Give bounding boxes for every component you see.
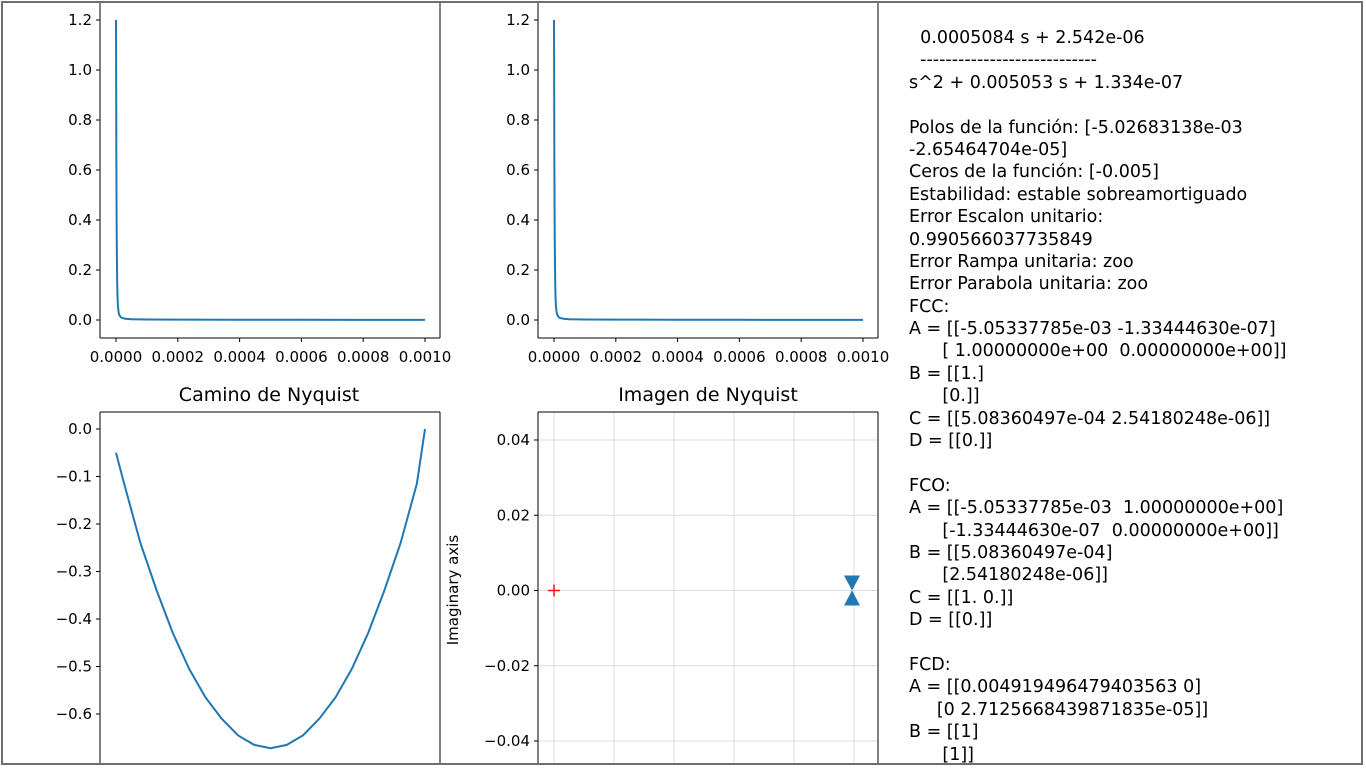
info-blank-line	[909, 632, 1359, 654]
x-tick-label: 0.0010	[837, 348, 890, 366]
x-tick-label: 0.0004	[213, 348, 266, 366]
y-tick-label: −0.3	[56, 563, 92, 581]
y-tick-label: 0.2	[506, 261, 530, 279]
x-tick-label: 0.0002	[152, 348, 205, 366]
info-line: B = [[1.]	[909, 363, 984, 384]
info-line: ----------------------------	[909, 50, 1097, 71]
step-response-line	[115, 19, 426, 321]
y-tick-label: 0.8	[506, 111, 530, 129]
info-line: FCC:	[909, 296, 950, 317]
y-tick-label: 0.04	[497, 431, 530, 449]
info-blank-line	[909, 452, 1359, 474]
x-tick-label: 0.0010	[399, 348, 452, 366]
y-tick-label: −0.1	[56, 468, 92, 486]
info-line: [-1.33444630e-07 0.00000000e+00]]	[909, 520, 1279, 541]
data-markers	[548, 575, 860, 606]
info-line: 0.990566037735849	[909, 229, 1093, 250]
x-tick-label: 0.0002	[590, 348, 643, 366]
y-tick-label: 0.4	[506, 211, 530, 229]
y-tick-label: 0.6	[506, 161, 530, 179]
info-line: A = [[-5.05337785e-03 -1.33444630e-07]	[909, 319, 1276, 340]
y-tick-label: 0.8	[68, 111, 92, 129]
y-tick-label: 0.4	[68, 211, 92, 229]
y-tick-label: 1.0	[506, 61, 530, 79]
x-tick-label: 0.0006	[275, 348, 328, 366]
y-tick-label: −0.5	[56, 658, 92, 676]
info-line: C = [[1. 0.]]	[909, 587, 1014, 608]
info-line: Error Parabola unitaria: zoo	[909, 274, 1149, 295]
x-tick-label: 0.0008	[337, 348, 390, 366]
direction-arrow-markers	[844, 575, 860, 606]
info-line: FCD:	[909, 654, 951, 675]
y-tick-label: 0.0	[68, 420, 92, 438]
plot-title: Camino de Nyquist	[179, 384, 359, 406]
info-line: Error Escalon unitario:	[909, 207, 1104, 228]
x-tick-label: 0.0004	[651, 348, 704, 366]
info-blank-line	[909, 94, 1359, 116]
y-tick-label: 1.2	[506, 11, 530, 29]
y-tick-label: 0.02	[497, 506, 530, 524]
step-response-line	[553, 19, 864, 321]
info-line: [2.54180248e-06]]	[909, 565, 1108, 586]
info-line: D = [[0.]]	[909, 610, 993, 631]
info-line: FCO:	[909, 475, 951, 496]
y-tick-label: 0.6	[68, 161, 92, 179]
y-tick-label: −0.04	[484, 732, 530, 750]
x-tick-labels: 0.0000 0.0002 0.0004 0.0006 0.0008 0.0010	[528, 338, 890, 366]
info-line: [0 2.7125668439871835e-05]]	[909, 699, 1209, 720]
origin-plus-marker	[548, 584, 560, 597]
plots-canvas: 1.2 1.0 0.8 0.6 0.4 0.2 0.0 0.0000 0.0002 0.0004…	[56, 3, 889, 763]
info-line: Estabilidad: estable sobreamortiguado	[909, 184, 1248, 205]
info-line: D = [[0.]]	[909, 431, 993, 452]
info-line: [0.]]	[909, 386, 980, 407]
info-line: Ceros de la función: [-0.005]	[909, 162, 1159, 183]
info-line: B = [[5.08360497e-04]	[909, 542, 1113, 563]
system-info-text: 0.0005084 s + 2.542e-06 ----------------…	[909, 27, 1359, 765]
y-tick-labels: 1.2 1.0 0.8 0.6 0.4 0.2 0.0	[506, 11, 538, 329]
y-tick-labels: 0.0 −0.1 −0.2 −0.3 −0.4 −0.5 −0.6	[56, 420, 100, 723]
y-tick-label: −0.2	[56, 515, 92, 533]
nyquist-image-plot: Imagen de Nyquist Imaginary axis 0.040.0…	[444, 384, 879, 763]
y-tick-label: −0.02	[484, 657, 530, 675]
y-tick-label: 0.0	[506, 311, 530, 329]
y-axis-label: Imaginary axis	[444, 535, 462, 646]
y-tick-label: 1.2	[68, 11, 92, 29]
info-line: s^2 + 0.005053 s + 1.334e-07	[909, 72, 1184, 93]
y-tick-labels: 0.04 0.02 0.00 −0.02 −0.04	[484, 431, 538, 750]
info-line: Polos de la función: [-5.02683138e-03	[909, 117, 1243, 138]
y-tick-label: 0.0	[68, 311, 92, 329]
x-tick-label: 0.0008	[775, 348, 828, 366]
x-tick-label: 0.0000	[528, 348, 581, 366]
y-tick-label: 1.0	[68, 61, 92, 79]
y-tick-label: 0.2	[68, 261, 92, 279]
info-line: [ 1.00000000e+00 0.00000000e+00]]	[909, 341, 1287, 362]
info-line: C = [[5.08360497e-04 2.54180248e-06]]	[909, 408, 1271, 429]
x-tick-label: 0.0006	[713, 348, 766, 366]
step-response-plot-2: 1.2 1.0 0.8 0.6 0.4 0.2 0.0 0.0000 0.0002 0.0004…	[506, 3, 889, 366]
y-tick-labels: 1.2 1.0 0.8 0.6 0.4 0.2 0.0	[68, 11, 100, 329]
nyquist-path-line	[115, 428, 426, 750]
plot-title: Imagen de Nyquist	[618, 384, 798, 406]
info-line: B = [[1]	[909, 722, 979, 743]
x-tick-label: 0.0000	[90, 348, 143, 366]
info-line: A = [[0.004919496479403563 0]	[909, 677, 1202, 698]
nyquist-path-plot: Camino de Nyquist 0.0 −0.1 −0.2 −0.3 −0.4 −0.…	[56, 384, 441, 763]
info-line: 0.0005084 s + 2.542e-06	[909, 28, 1145, 48]
step-response-plot-1: 1.2 1.0 0.8 0.6 0.4 0.2 0.0 0.0000 0.0002 0.0004…	[68, 3, 451, 366]
info-line: A = [[-5.05337785e-03 1.00000000e+00]	[909, 498, 1284, 519]
info-line: -2.65464704e-05]	[909, 139, 1068, 160]
info-line: [1]]	[909, 744, 974, 765]
y-tick-label: −0.4	[56, 610, 92, 628]
info-line: Error Rampa unitaria: zoo	[909, 251, 1134, 272]
grid-lines	[538, 412, 878, 763]
y-tick-label: 0.00	[497, 582, 530, 600]
x-tick-labels: 0.0000 0.0002 0.0004 0.0006 0.0008 0.0010	[90, 338, 452, 366]
y-tick-label: −0.6	[56, 705, 92, 723]
